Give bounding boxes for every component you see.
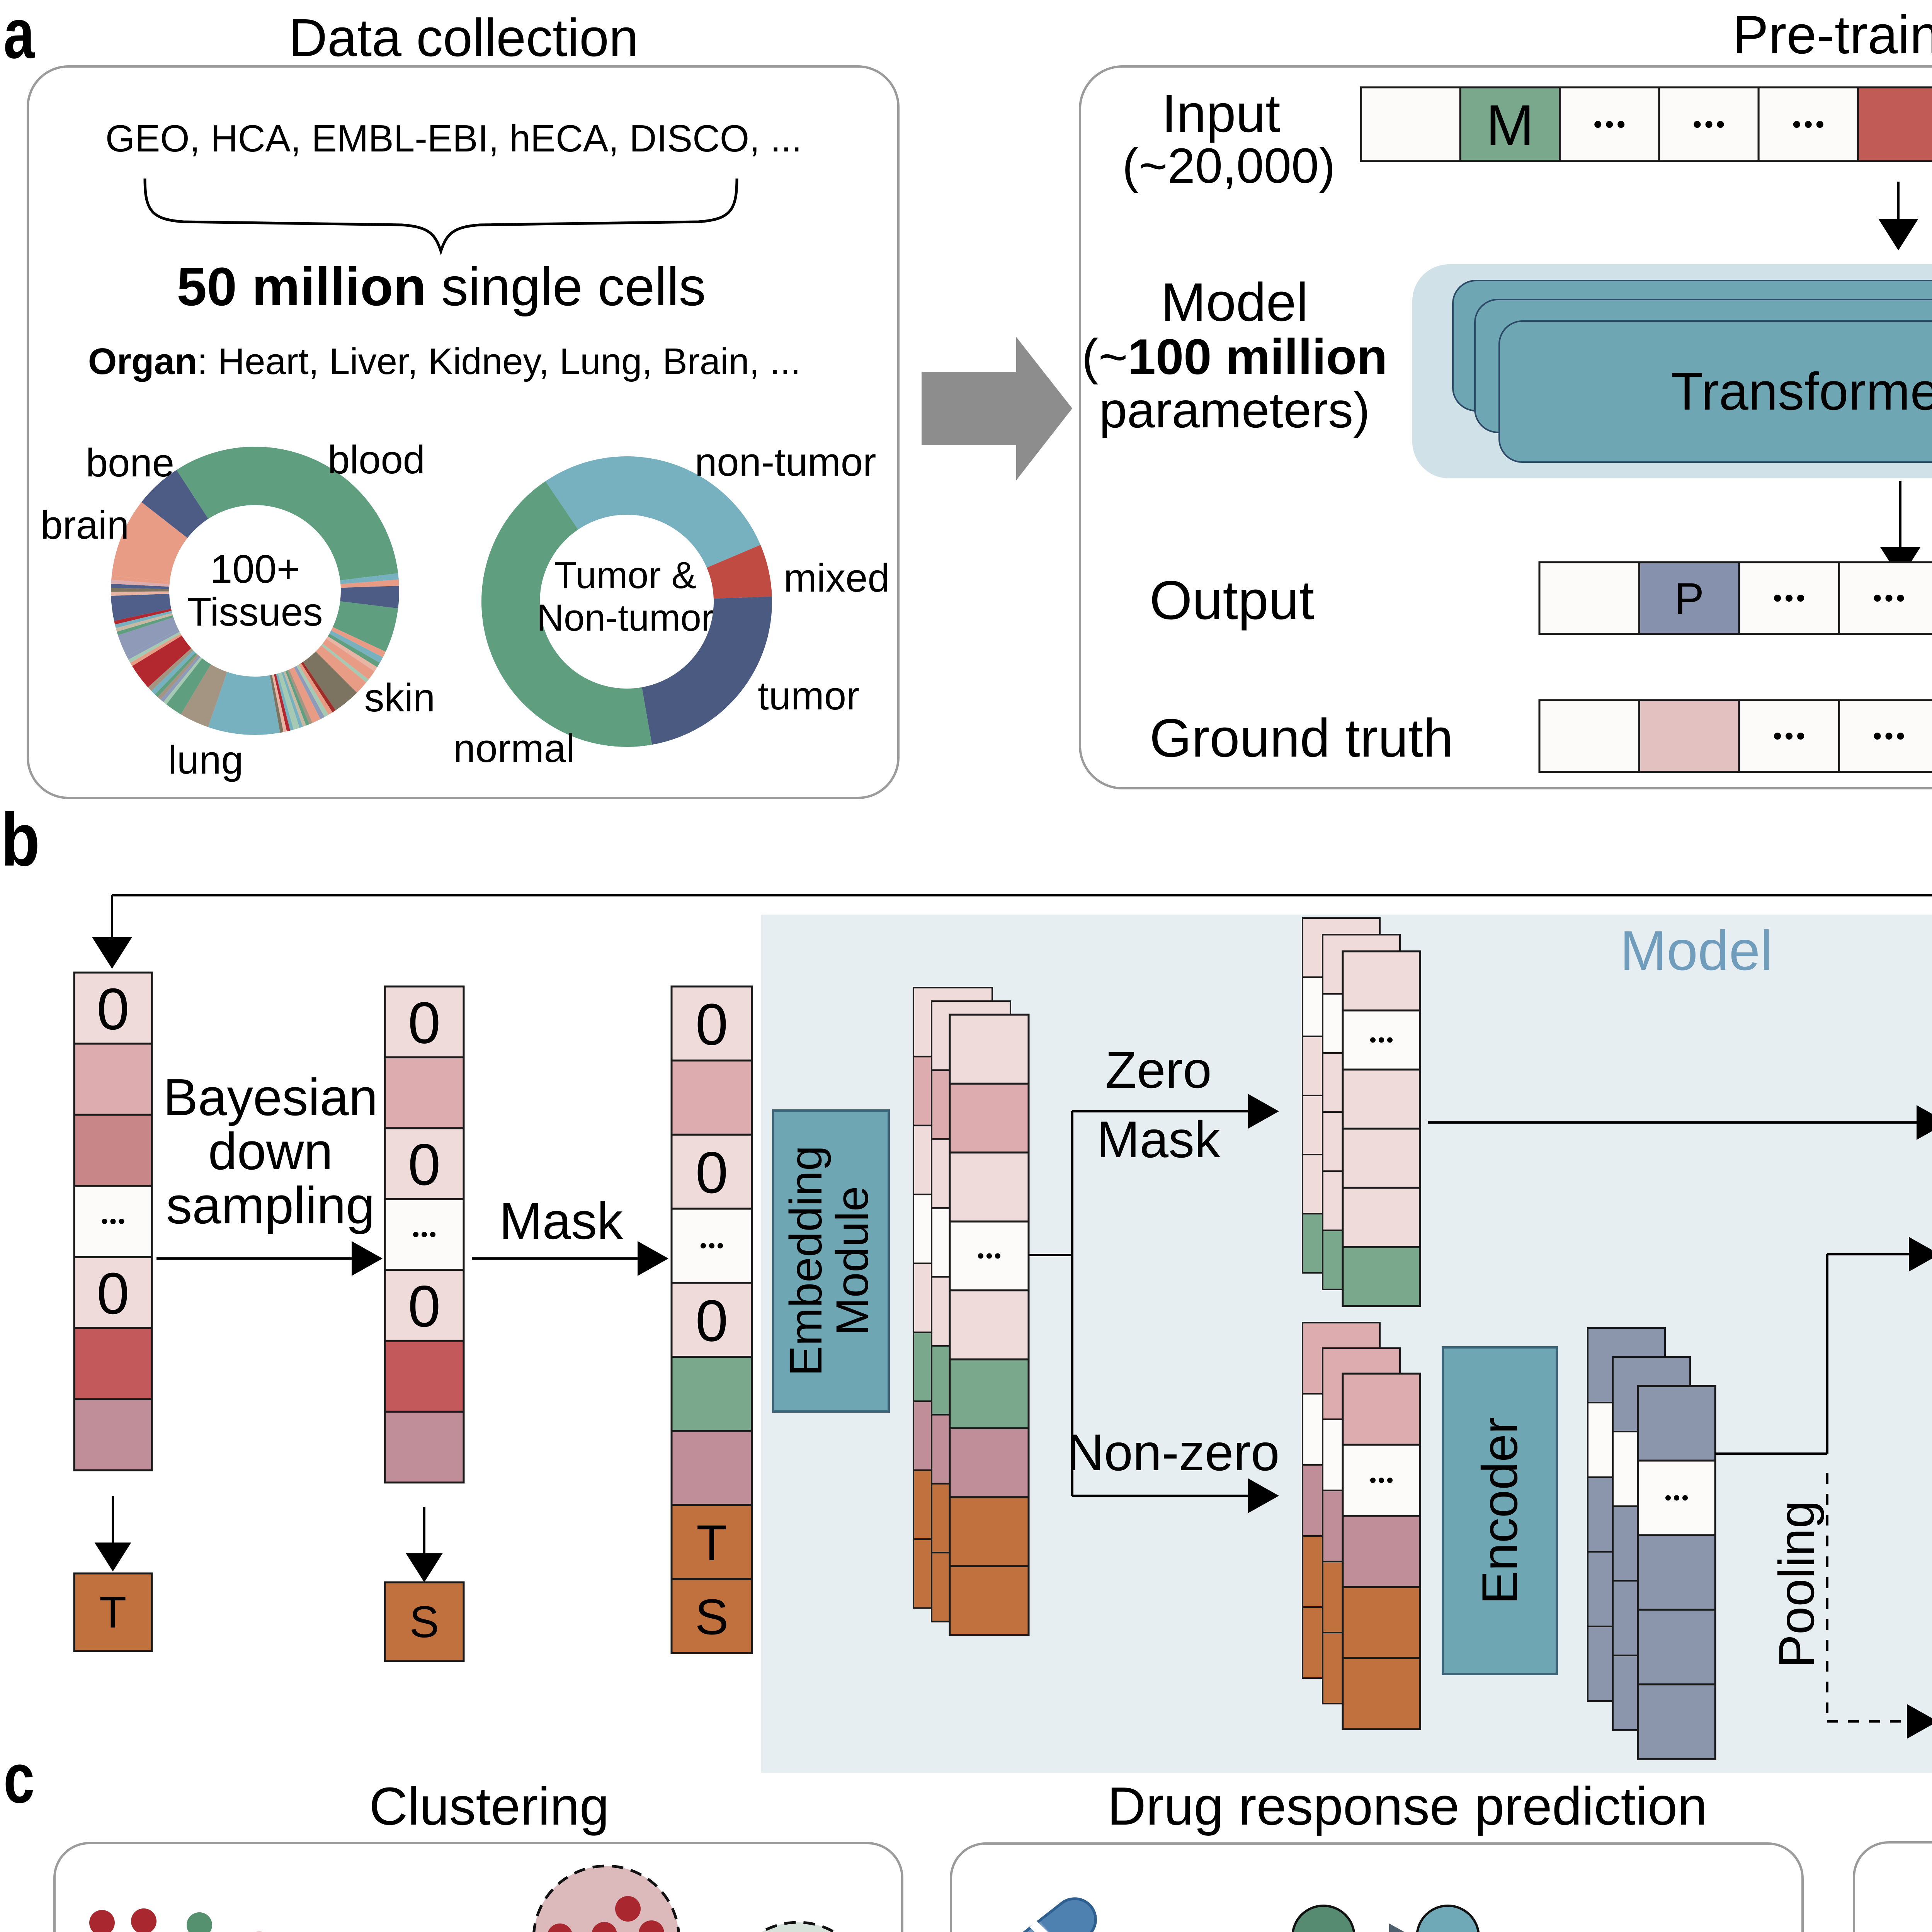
svg-text:Embedding: Embedding	[781, 1146, 832, 1376]
svg-text:Organ: Heart, Liver, Kidney, L: Organ: Heart, Liver, Kidney, Lung, Brain…	[88, 341, 801, 382]
svg-text:0: 0	[696, 1288, 728, 1354]
svg-text:GEO, HCA, EMBL-EBI, hECA, DISC: GEO, HCA, EMBL-EBI, hECA, DISCO, ...	[105, 117, 802, 160]
svg-text:Mask: Mask	[1097, 1111, 1221, 1168]
svg-text:Data collection: Data collection	[289, 8, 638, 68]
svg-text:T: T	[99, 1588, 126, 1637]
svg-text:S: S	[695, 1588, 729, 1645]
svg-text:sampling: sampling	[166, 1176, 375, 1235]
svg-text:0: 0	[696, 992, 728, 1058]
svg-text:down: down	[208, 1122, 333, 1180]
svg-text:Non-tumor: Non-tumor	[537, 597, 714, 639]
svg-text:mixed: mixed	[784, 556, 890, 600]
svg-text:Tissues: Tissues	[187, 590, 323, 634]
svg-text:bone: bone	[86, 440, 174, 485]
svg-text:0: 0	[408, 1132, 441, 1197]
svg-text:Model: Model	[1620, 919, 1773, 982]
svg-text:Output: Output	[1150, 570, 1314, 631]
svg-text:P: P	[1674, 574, 1704, 624]
svg-text:blood: blood	[328, 437, 425, 482]
svg-text:100+: 100+	[210, 547, 300, 591]
svg-text:Drug response prediction: Drug response prediction	[1107, 1776, 1707, 1836]
svg-text:c: c	[3, 1739, 34, 1818]
svg-text:T: T	[696, 1515, 727, 1571]
svg-text:Mask: Mask	[499, 1192, 623, 1250]
svg-text:b: b	[1, 798, 40, 882]
svg-text:Clustering: Clustering	[369, 1777, 609, 1836]
svg-text:Encoder: Encoder	[1471, 1417, 1528, 1604]
svg-text:0: 0	[696, 1140, 728, 1206]
svg-text:Module: Module	[827, 1186, 878, 1335]
svg-text:Ground truth: Ground truth	[1150, 707, 1453, 768]
svg-text:non-tumor: non-tumor	[695, 440, 876, 484]
svg-text:Zero: Zero	[1105, 1041, 1212, 1099]
svg-text:(~20,000): (~20,000)	[1122, 138, 1335, 194]
svg-text:Non-zero: Non-zero	[1066, 1424, 1279, 1481]
svg-text:0: 0	[408, 990, 441, 1056]
svg-text:parameters): parameters)	[1099, 382, 1370, 438]
svg-text:0: 0	[97, 976, 129, 1042]
svg-text:50 million single cells: 50 million single cells	[177, 256, 706, 317]
svg-text:tumor: tumor	[758, 673, 859, 718]
svg-text:Pooling: Pooling	[1768, 1500, 1825, 1668]
svg-text:lung: lung	[168, 738, 243, 782]
svg-text:Tumor &: Tumor &	[554, 554, 696, 596]
svg-text:normal: normal	[453, 726, 575, 770]
svg-text:(~100 million: (~100 million	[1082, 328, 1387, 385]
svg-text:Input: Input	[1162, 84, 1281, 143]
svg-text:S: S	[410, 1597, 439, 1647]
svg-text:Transformer blocks: Transformer blocks	[1671, 362, 1932, 421]
svg-text:brain: brain	[41, 503, 129, 547]
svg-text:skin: skin	[364, 675, 435, 720]
svg-text:0: 0	[408, 1274, 441, 1339]
svg-text:0: 0	[97, 1261, 129, 1327]
svg-text:Model: Model	[1161, 272, 1308, 332]
svg-text:Bayesian: Bayesian	[163, 1068, 378, 1126]
svg-text:a: a	[3, 0, 35, 73]
svg-text:Pre-training stage: Pre-training stage	[1732, 4, 1932, 65]
svg-text:M: M	[1486, 93, 1534, 158]
